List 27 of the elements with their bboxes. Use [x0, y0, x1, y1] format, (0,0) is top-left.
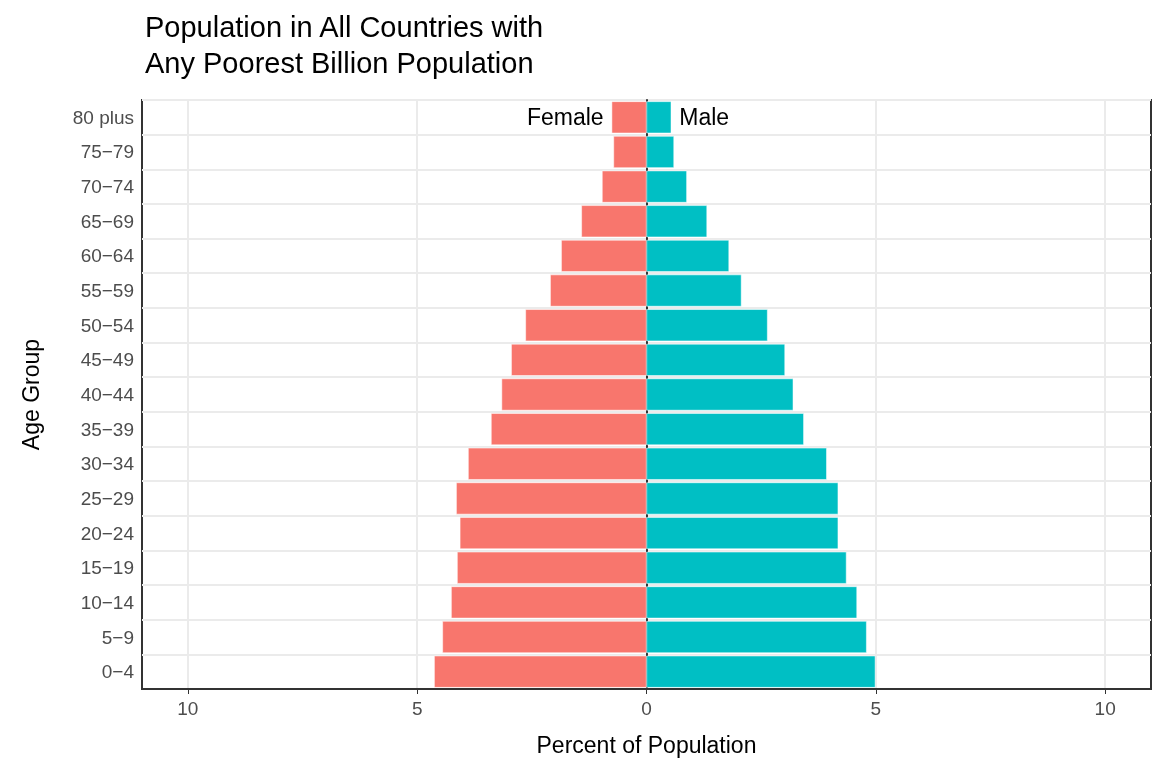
y-tick-label: 25−29 [80, 487, 134, 509]
y-tick-label: 10−14 [80, 591, 135, 613]
x-tick-label: 0 [641, 698, 652, 719]
y-tick-label: 70−74 [80, 176, 135, 198]
y-axis-title: Age Group [17, 338, 44, 451]
y-tick-label: 20−24 [80, 522, 135, 544]
x-tick-label: 10 [177, 698, 199, 719]
y-tick-label: 35−39 [80, 418, 134, 440]
chart-title: Population in All Countries with Any Poorest Billion Population [145, 11, 544, 79]
x-tick-label: 5 [411, 698, 423, 719]
y-tick-label: 55−59 [80, 280, 134, 302]
x-tick-label: 10 [1094, 698, 1116, 719]
y-tick-label: 60−64 [80, 245, 135, 267]
y-tick-label: 30−34 [80, 453, 135, 475]
y-tick-label: 5−9 [101, 626, 134, 648]
y-tick-label: 45−49 [80, 349, 134, 371]
y-tick-label: 0−4 [101, 661, 135, 683]
y-tick-label: 65−69 [80, 210, 134, 232]
x-tick-label: 5 [870, 698, 882, 719]
y-tick-label: 40−44 [80, 384, 135, 405]
y-tick-label: 80 plus [72, 106, 134, 128]
y-tick-label: 15−19 [80, 557, 134, 579]
y-tick-label: 75−79 [80, 141, 134, 163]
series-label: Female [526, 104, 604, 131]
series-label: Male [679, 104, 730, 131]
x-axis-title: Percent of Population [536, 731, 757, 758]
y-tick-label: 50−54 [80, 314, 135, 336]
